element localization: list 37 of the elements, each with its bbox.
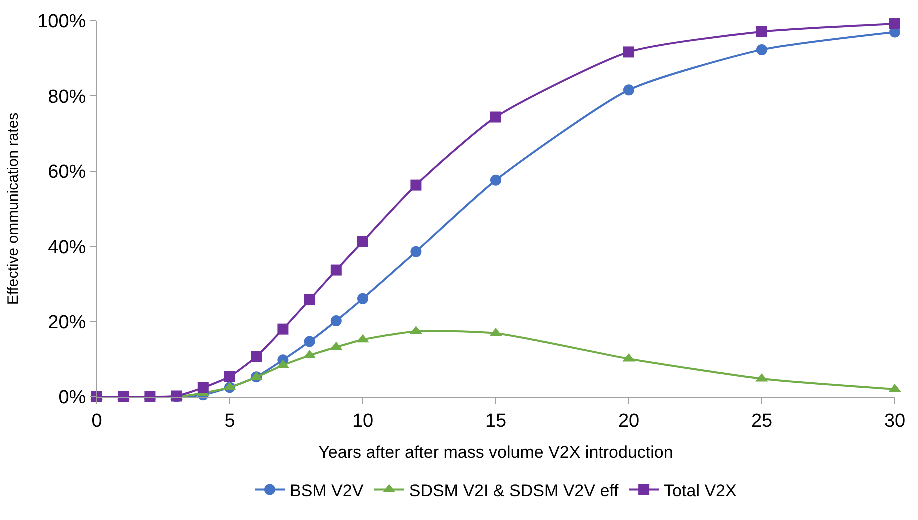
point bbox=[490, 174, 502, 186]
x-tick-label: 20 bbox=[618, 410, 640, 432]
point bbox=[490, 112, 502, 123]
y-tick-label: 0% bbox=[58, 388, 86, 409]
point bbox=[278, 324, 289, 335]
x-axis-title: Years after after mass volume V2X introduction bbox=[318, 443, 674, 462]
x-tick-label: 15 bbox=[485, 410, 507, 432]
point bbox=[224, 371, 236, 382]
x-tick-label: 0 bbox=[92, 410, 102, 432]
x-tick-label: 10 bbox=[352, 410, 374, 432]
point bbox=[756, 44, 768, 56]
point bbox=[358, 293, 368, 304]
y-tick-label: 80% bbox=[48, 86, 86, 108]
point bbox=[358, 236, 368, 248]
y-tick-label: 60% bbox=[48, 162, 86, 184]
y-tick-label: 40% bbox=[48, 237, 86, 258]
x-tick-label: 25 bbox=[751, 410, 773, 432]
point bbox=[304, 336, 316, 348]
y-axis-title: Effective ommunication rates bbox=[4, 112, 22, 306]
legend-label: SDSM V2I & SDSM V2V eff bbox=[409, 481, 620, 500]
x-tick-label: 5 bbox=[224, 410, 236, 432]
point bbox=[330, 264, 342, 276]
point bbox=[410, 180, 422, 191]
point bbox=[890, 18, 900, 30]
legend-label: BSM V2V bbox=[290, 481, 364, 500]
point bbox=[624, 84, 634, 96]
point bbox=[410, 246, 422, 258]
legend-label: Total V2X bbox=[664, 481, 737, 500]
point bbox=[304, 294, 316, 306]
point bbox=[330, 316, 342, 327]
x-tick-label: 30 bbox=[884, 410, 906, 432]
point bbox=[624, 46, 634, 58]
y-tick-label: 20% bbox=[48, 312, 86, 334]
y-tick-label: 100% bbox=[38, 12, 86, 33]
point bbox=[251, 351, 262, 362]
point bbox=[198, 382, 209, 394]
point bbox=[756, 26, 768, 38]
